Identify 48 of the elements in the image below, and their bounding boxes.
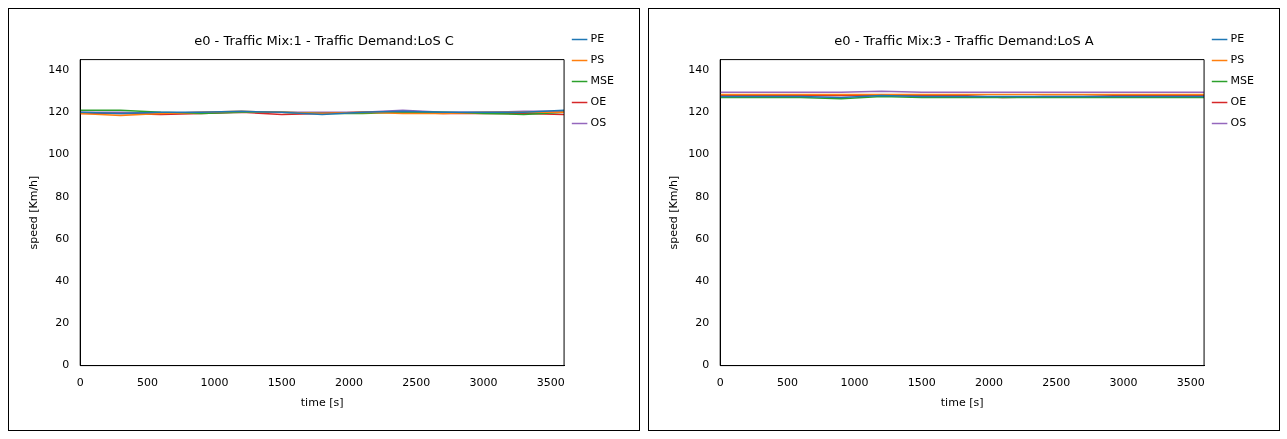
y-axis-title: speed [Km/h] <box>667 175 681 250</box>
chart-title: e0 - Traffic Mix:3 - Traffic Demand:LoS A <box>834 33 1094 49</box>
y-tick-label: 60 <box>55 231 70 245</box>
x-axis-title: time [s] <box>300 396 344 410</box>
legend-label: OE <box>1230 95 1247 109</box>
x-tick-label: 3500 <box>536 376 565 390</box>
x-tick-label: 0 <box>716 376 724 390</box>
y-tick-label: 100 <box>688 147 710 161</box>
x-tick-label: 3000 <box>1109 376 1138 390</box>
y-tick-label: 100 <box>48 147 70 161</box>
x-tick-label: 1000 <box>840 376 869 390</box>
y-tick-label: 40 <box>695 274 710 288</box>
legend-label: OS <box>590 116 607 130</box>
x-tick-label: 3500 <box>1176 376 1205 390</box>
y-tick-label: 20 <box>55 316 70 330</box>
y-tick-label: 80 <box>695 189 710 203</box>
x-tick-label: 2500 <box>1042 376 1071 390</box>
x-tick-label: 2000 <box>335 376 364 390</box>
y-tick-label: 120 <box>48 105 70 119</box>
x-tick-label: 1500 <box>267 376 296 390</box>
legend-label: PE <box>590 32 605 46</box>
y-tick-label: 40 <box>55 274 70 288</box>
y-tick-label: 80 <box>55 189 70 203</box>
x-tick-label: 1000 <box>200 376 229 390</box>
legend-label: MSE <box>1230 74 1255 88</box>
x-tick-label: 1500 <box>907 376 936 390</box>
y-tick-label: 60 <box>695 231 710 245</box>
legend-label: PS <box>1230 53 1245 67</box>
y-axis-title: speed [Km/h] <box>27 175 41 250</box>
x-tick-label: 2000 <box>975 376 1004 390</box>
x-tick-label: 3000 <box>469 376 498 390</box>
y-tick-label: 0 <box>702 358 710 372</box>
x-tick-label: 500 <box>776 376 798 390</box>
x-tick-label: 2500 <box>402 376 431 390</box>
legend-label: OE <box>590 95 607 109</box>
y-tick-label: 140 <box>688 63 710 77</box>
x-tick-label: 500 <box>136 376 158 390</box>
legend-label: PE <box>1230 32 1245 46</box>
legend-label: PS <box>590 53 605 67</box>
y-tick-label: 140 <box>48 63 70 77</box>
y-tick-label: 20 <box>695 316 710 330</box>
legend-label: OS <box>1230 116 1247 130</box>
legend-label: MSE <box>590 74 615 88</box>
chart-title: e0 - Traffic Mix:1 - Traffic Demand:LoS C <box>194 33 454 49</box>
y-tick-label: 0 <box>62 358 70 372</box>
x-tick-label: 0 <box>76 376 84 390</box>
x-axis-title: time [s] <box>940 396 984 410</box>
y-tick-label: 120 <box>688 105 710 119</box>
